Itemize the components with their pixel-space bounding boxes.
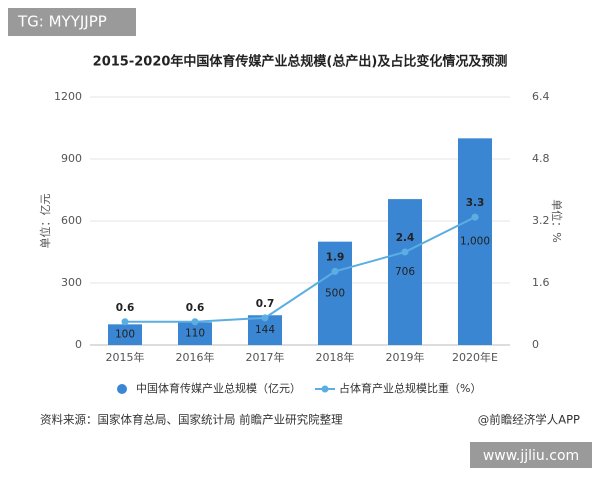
- line-point: [261, 314, 269, 322]
- credit: @前瞻经济学人APP: [478, 413, 580, 427]
- x-tick-label: 2019年: [386, 350, 425, 364]
- line-point: [331, 267, 339, 275]
- y-tick-label: 300: [61, 276, 82, 289]
- bar: [388, 199, 422, 345]
- x-tick-label: 2016年: [176, 350, 215, 364]
- legend-swatch: [117, 384, 127, 394]
- line-point: [401, 248, 409, 256]
- bar: [318, 241, 352, 345]
- legend-label: 占体育产业总规模比重（%）: [339, 381, 481, 395]
- x-tick-label: 2020年E: [452, 350, 498, 364]
- bar: [178, 322, 212, 345]
- legend-label: 中国体育传媒产业总规模（亿元）: [136, 381, 301, 395]
- source: 资料来源：国家体育总局、国家统计局 前瞻产业研究院整理: [40, 413, 343, 427]
- x-tick-label: 2018年: [316, 350, 355, 364]
- bar: [108, 324, 142, 345]
- line-value-label: 3.3: [466, 197, 485, 209]
- y2-axis-label: 单位：%: [550, 199, 564, 242]
- line: [125, 216, 476, 323]
- watermark-box: [470, 442, 592, 468]
- line-value-label: 2.4: [396, 232, 415, 244]
- line-value-label: 1.9: [326, 251, 345, 263]
- line-point: [121, 318, 129, 326]
- chart-title: 2015-2020年中国体育传媒产业总规模(总产出)及占比变化情况及预测: [93, 54, 508, 70]
- line-point: [191, 318, 199, 326]
- bar-value-label: 500: [325, 287, 345, 299]
- watermark-box: [8, 8, 136, 36]
- y-tick-label: 1200: [54, 90, 82, 103]
- y2-tick-label: 1.6: [532, 276, 550, 289]
- y-tick-label: 600: [61, 214, 82, 227]
- line-value-label: 0.7: [256, 298, 275, 310]
- watermark: www.jjliu.com: [483, 448, 579, 464]
- bar-value-label: 100: [115, 329, 135, 341]
- y2-tick-label: 3.2: [532, 214, 550, 227]
- y2-tick-label: 4.8: [532, 152, 550, 165]
- bar-value-label: 706: [395, 266, 415, 278]
- legend-swatch: [321, 385, 329, 393]
- bar-value-label: 144: [255, 324, 275, 336]
- y2-tick-label: 6.4: [532, 90, 550, 103]
- y-tick-label: 900: [61, 152, 82, 165]
- line-point: [471, 213, 479, 221]
- line-value-label: 0.6: [186, 302, 205, 314]
- y-tick-label: 0: [75, 338, 82, 351]
- y2-tick-label: 0: [532, 338, 539, 351]
- bar-value-label: 1,000: [460, 236, 490, 248]
- watermark: TG: MYYJJPP: [17, 13, 107, 31]
- x-tick-label: 2015年: [106, 350, 145, 364]
- line-value-label: 0.6: [116, 302, 135, 314]
- bar-value-label: 110: [185, 328, 205, 340]
- y-axis-label: 单位：亿元: [38, 194, 52, 249]
- x-tick-label: 2017年: [246, 350, 285, 364]
- bar: [458, 138, 492, 345]
